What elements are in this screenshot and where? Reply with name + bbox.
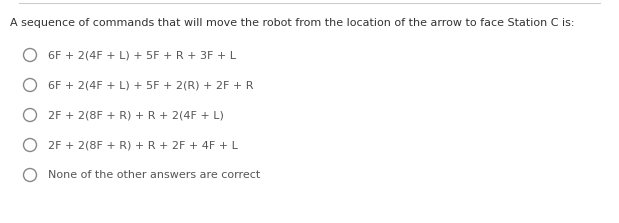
Text: 6F + 2(4F + L) + 5F + 2(R) + 2F + R: 6F + 2(4F + L) + 5F + 2(R) + 2F + R [48,80,254,90]
Text: None of the other answers are correct: None of the other answers are correct [48,170,260,180]
Text: 2F + 2(8F + R) + R + 2F + 4F + L: 2F + 2(8F + R) + R + 2F + 4F + L [48,140,238,150]
Text: 6F + 2(4F + L) + 5F + R + 3F + L: 6F + 2(4F + L) + 5F + R + 3F + L [48,50,236,60]
Text: 2F + 2(8F + R) + R + 2(4F + L): 2F + 2(8F + R) + R + 2(4F + L) [48,110,224,120]
Text: A sequence of commands that will move the robot from the location of the arrow t: A sequence of commands that will move th… [10,18,574,28]
